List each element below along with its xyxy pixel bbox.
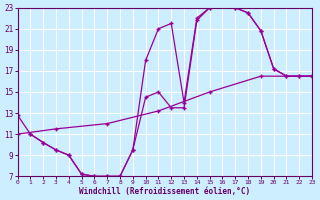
X-axis label: Windchill (Refroidissement éolien,°C): Windchill (Refroidissement éolien,°C) (79, 187, 250, 196)
